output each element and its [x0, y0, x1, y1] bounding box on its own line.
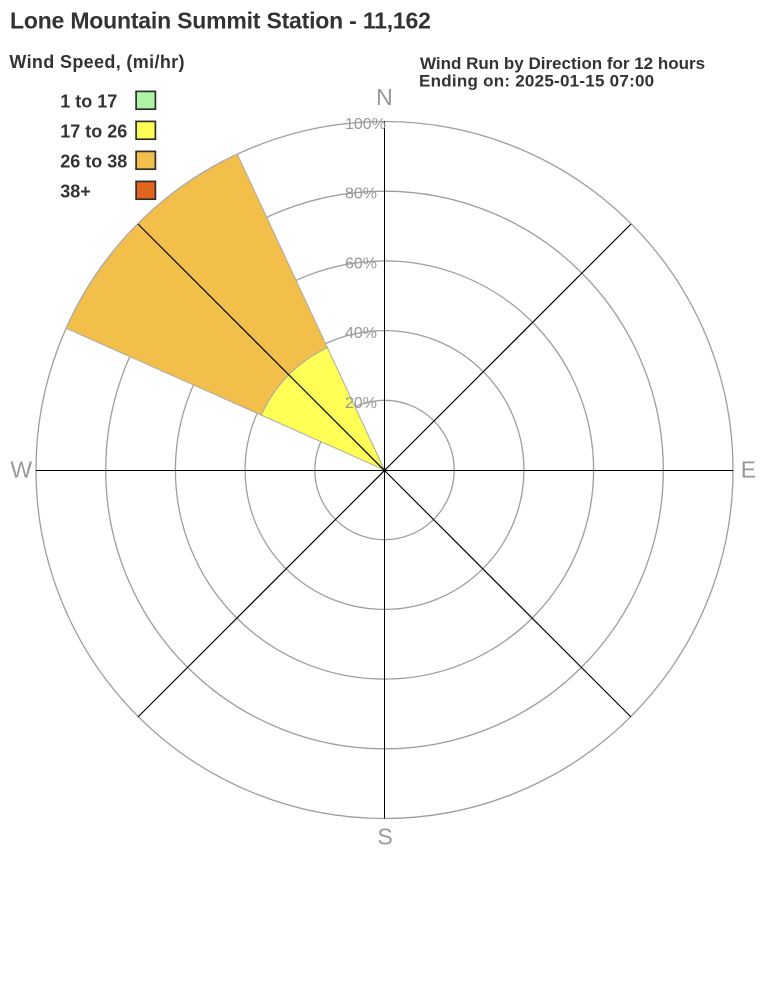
svg-text:Wind Run by Direction for 12 h: Wind Run by Direction for 12 hours	[420, 54, 705, 73]
svg-text:Ending on: 2025-01-15 07:00: Ending on: 2025-01-15 07:00	[419, 72, 654, 91]
svg-text:40%: 40%	[345, 325, 377, 342]
svg-text:26 to 38: 26 to 38	[60, 152, 127, 172]
svg-text:80%: 80%	[345, 186, 377, 203]
svg-text:60%: 60%	[345, 255, 377, 272]
svg-text:38+: 38+	[60, 182, 91, 202]
svg-text:W: W	[10, 457, 32, 483]
svg-text:E: E	[741, 456, 756, 482]
svg-text:100%: 100%	[345, 116, 386, 133]
svg-text:Wind Speed, (mi/hr): Wind Speed, (mi/hr)	[9, 52, 185, 72]
svg-text:N: N	[376, 84, 393, 110]
svg-text:1 to 17: 1 to 17	[60, 92, 117, 112]
svg-text:S: S	[377, 824, 392, 850]
svg-text:17 to 26: 17 to 26	[60, 122, 127, 142]
svg-text:Lone Mountain Summit Station -: Lone Mountain Summit Station - 11,162	[10, 8, 431, 34]
svg-text:20%: 20%	[345, 395, 377, 412]
